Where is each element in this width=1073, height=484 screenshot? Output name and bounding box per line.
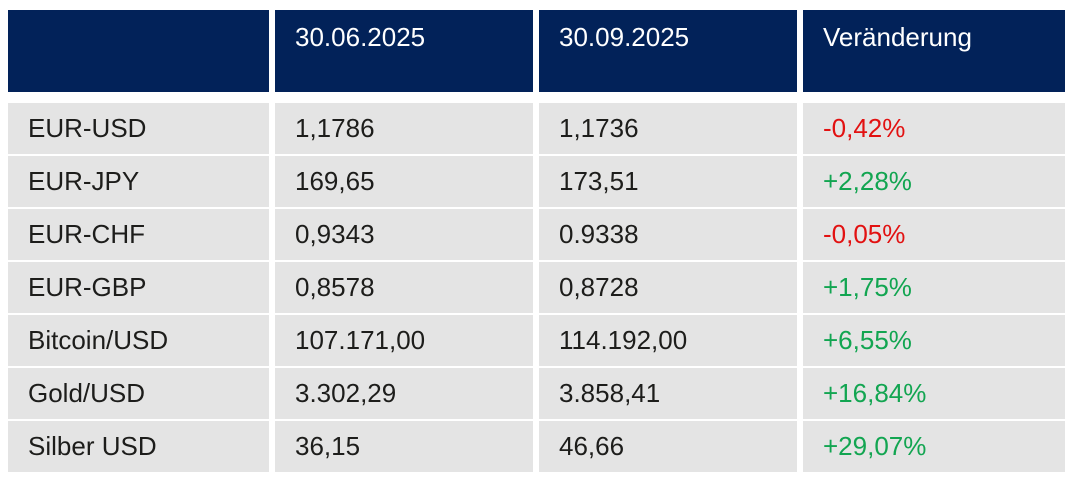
value-date-2: 1,1736 [539,103,797,154]
value-date-2: 3.858,41 [539,368,797,419]
value-date-2: 46,66 [539,421,797,472]
header-cell-date-2: 30.09.2025 [539,10,797,92]
header-cell-empty [8,10,269,92]
table-row-eur-usd: EUR-USD 1,1786 1,1736 -0,42% [8,103,1065,154]
value-date-1: 169,65 [275,156,533,207]
table-row-eur-chf: EUR-CHF 0,9343 0.9338 -0,05% [8,209,1065,260]
change-value: +16,84% [803,368,1065,419]
row-label: Bitcoin/USD [8,315,269,366]
change-value: -0,05% [803,209,1065,260]
value-date-1: 0,8578 [275,262,533,313]
row-label: EUR-GBP [8,262,269,313]
row-label: Gold/USD [8,368,269,419]
table-header-row: 30.06.2025 30.09.2025 Veränderung [8,10,1065,92]
row-label: Silber USD [8,421,269,472]
value-date-2: 0.9338 [539,209,797,260]
row-label: EUR-USD [8,103,269,154]
value-date-2: 114.192,00 [539,315,797,366]
table-row-eur-gbp: EUR-GBP 0,8578 0,8728 +1,75% [8,262,1065,313]
value-date-1: 3.302,29 [275,368,533,419]
header-cell-change: Veränderung [803,10,1065,92]
change-value: +6,55% [803,315,1065,366]
value-date-2: 0,8728 [539,262,797,313]
value-date-1: 36,15 [275,421,533,472]
table-row-eur-jpy: EUR-JPY 169,65 173,51 +2,28% [8,156,1065,207]
header-cell-date-1: 30.06.2025 [275,10,533,92]
row-label: EUR-JPY [8,156,269,207]
table-body: EUR-USD 1,1786 1,1736 -0,42% EUR-JPY 169… [8,103,1065,472]
value-date-1: 0,9343 [275,209,533,260]
table-row-bitcoin-usd: Bitcoin/USD 107.171,00 114.192,00 +6,55% [8,315,1065,366]
value-date-2: 173,51 [539,156,797,207]
change-value: -0,42% [803,103,1065,154]
change-value: +29,07% [803,421,1065,472]
change-value: +1,75% [803,262,1065,313]
row-label: EUR-CHF [8,209,269,260]
table-row-silber-usd: Silber USD 36,15 46,66 +29,07% [8,421,1065,472]
change-value: +2,28% [803,156,1065,207]
table-row-gold-usd: Gold/USD 3.302,29 3.858,41 +16,84% [8,368,1065,419]
value-date-1: 1,1786 [275,103,533,154]
exchange-rates-table: 30.06.2025 30.09.2025 Veränderung EUR-US… [8,10,1065,474]
value-date-1: 107.171,00 [275,315,533,366]
